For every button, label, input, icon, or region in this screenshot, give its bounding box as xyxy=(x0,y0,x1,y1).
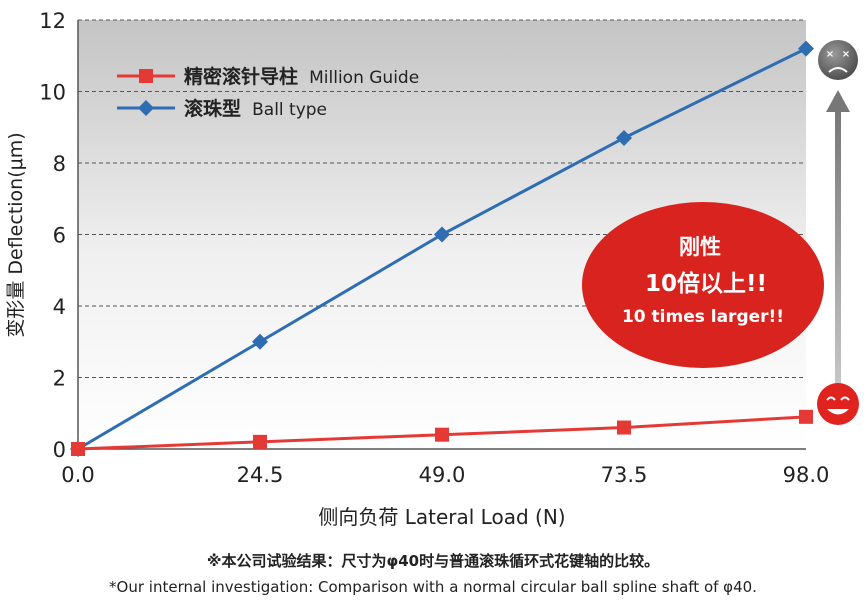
footnote-cn: ※本公司试验结果：尺寸为φ40时与普通滚珠循环式花键轴的比较。 xyxy=(206,552,660,570)
y-tick-label: 12 xyxy=(39,9,66,33)
data-point-diamond xyxy=(616,129,632,146)
y-axis-label: 变形量 Deflection(μm) xyxy=(5,132,27,337)
x-tick-label: 98.0 xyxy=(783,463,830,487)
series-layer xyxy=(70,40,814,457)
data-point-square xyxy=(799,409,813,424)
data-point-diamond xyxy=(434,226,450,243)
footnote-en: *Our internal investigation: Comparison … xyxy=(109,578,757,596)
legend-label-million-guide-en: Million Guide xyxy=(309,68,419,88)
y-tick-label: 0 xyxy=(53,438,66,462)
x-tick-label: 73.5 xyxy=(601,463,648,487)
sad-face-icon: × × xyxy=(818,40,858,80)
svg-text:×: × xyxy=(842,49,850,60)
y-tick-label: 6 xyxy=(53,224,66,248)
legend-label-ball-type-cn: 滚珠型 xyxy=(184,97,241,120)
annotation-line-1: 刚性 xyxy=(679,235,721,259)
legend-label-million-guide-cn: 精密滚针导柱 xyxy=(184,65,298,88)
x-axis-label: 侧向负荷 Lateral Load (N) xyxy=(318,505,565,529)
annotation-bubble xyxy=(582,202,824,368)
y-tick-label: 10 xyxy=(39,81,66,105)
up-arrow-icon xyxy=(826,90,850,392)
rigidity-annotation: 刚性 10倍以上!! 10 times larger!! xyxy=(582,202,824,368)
legend-label-ball-type: 滚珠型 Ball type xyxy=(184,97,327,120)
y-tick-labels: 0 2 4 6 8 10 12 xyxy=(39,9,66,462)
legend-marker-square xyxy=(139,69,153,83)
y-tick-label: 8 xyxy=(53,152,66,176)
data-point-diamond xyxy=(798,40,814,57)
legend-label-ball-type-en: Ball type xyxy=(252,100,327,120)
data-point-diamond xyxy=(252,333,268,350)
x-tick-label: 49.0 xyxy=(419,463,466,487)
x-tick-label: 0.0 xyxy=(61,463,94,487)
data-point-square xyxy=(71,442,85,456)
data-point-square xyxy=(253,434,267,449)
data-point-square xyxy=(617,420,631,435)
legend-label-million-guide: 精密滚针导柱 Million Guide xyxy=(184,65,419,88)
data-point-square xyxy=(435,427,449,442)
annotation-line-3: 10 times larger!! xyxy=(622,307,784,327)
annotation-line-2: 10倍以上!! xyxy=(645,270,767,297)
legend: 精密滚针导柱 Million Guide 滚珠型 Ball type xyxy=(117,65,419,120)
legend-marker-diamond xyxy=(138,100,154,116)
x-tick-labels: 0.0 24.5 49.0 73.5 98.0 xyxy=(61,463,829,487)
x-tick-label: 24.5 xyxy=(237,463,284,487)
y-tick-label: 4 xyxy=(53,295,66,319)
svg-text:×: × xyxy=(826,49,834,60)
happy-face-icon xyxy=(817,383,859,425)
y-tick-label: 2 xyxy=(53,367,66,391)
